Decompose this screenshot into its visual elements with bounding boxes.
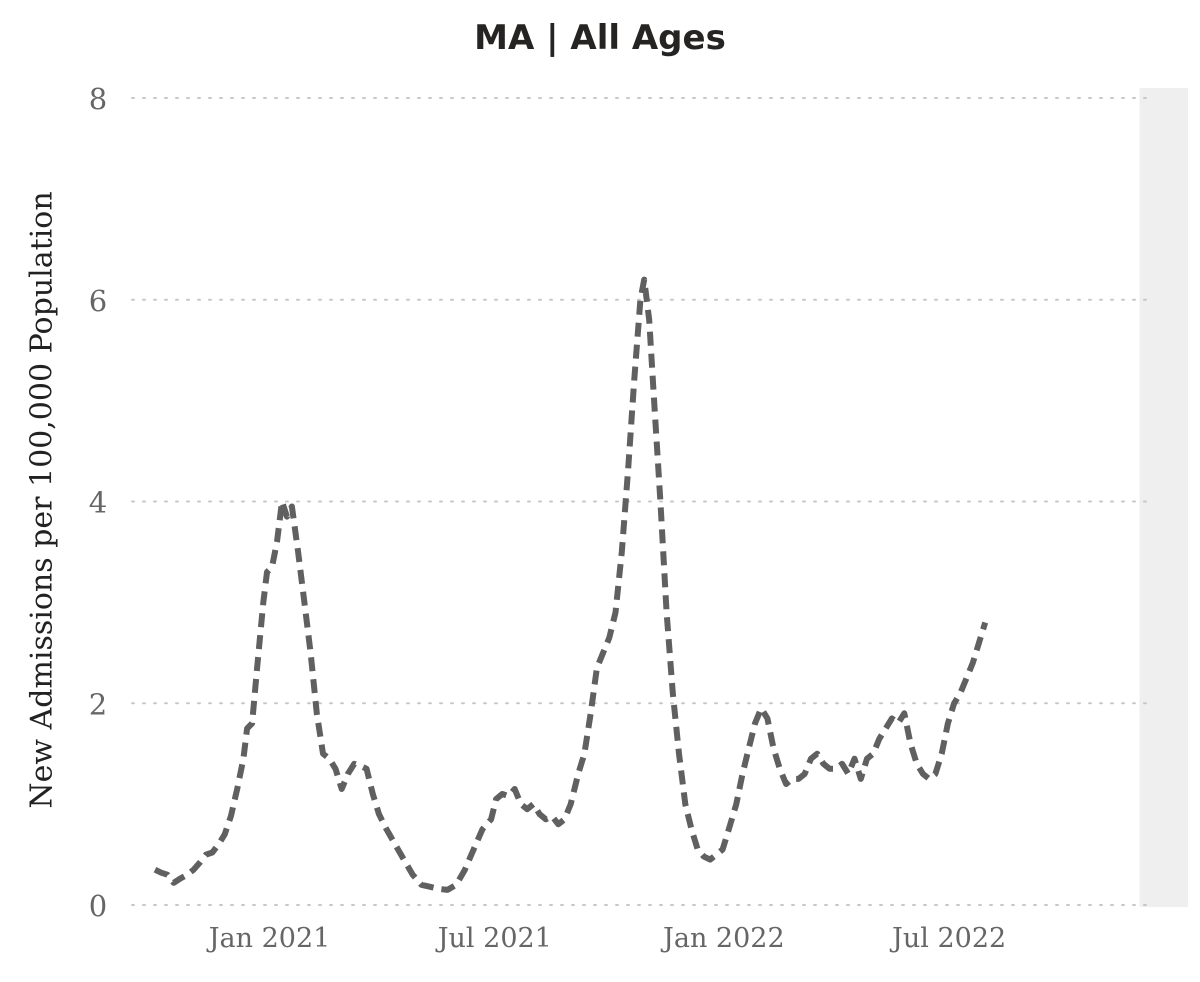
series-line <box>153 276 989 893</box>
y-tick-labels: 0 2 4 6 8 <box>89 82 107 923</box>
x-tick-label: Jul 2022 <box>889 923 1006 954</box>
x-tick-labels: Jan 2021 Jul 2021 Jan 2022 Jul 2022 <box>206 923 1007 954</box>
incomplete-data-region <box>1139 88 1188 907</box>
x-tick-label: Jul 2021 <box>435 923 552 954</box>
series-lines <box>153 276 989 893</box>
y-tick-label: 6 <box>89 284 107 318</box>
y-tick-label: 2 <box>89 687 107 721</box>
y-tick-label: 8 <box>89 82 107 116</box>
y-tick-label: 0 <box>89 889 107 923</box>
chart-title: MA | All Ages <box>474 18 726 58</box>
x-tick-label: Jan 2022 <box>660 923 785 954</box>
y-tick-label: 4 <box>89 486 107 520</box>
gridlines <box>131 97 1151 906</box>
x-tick-label: Jan 2021 <box>206 923 331 954</box>
